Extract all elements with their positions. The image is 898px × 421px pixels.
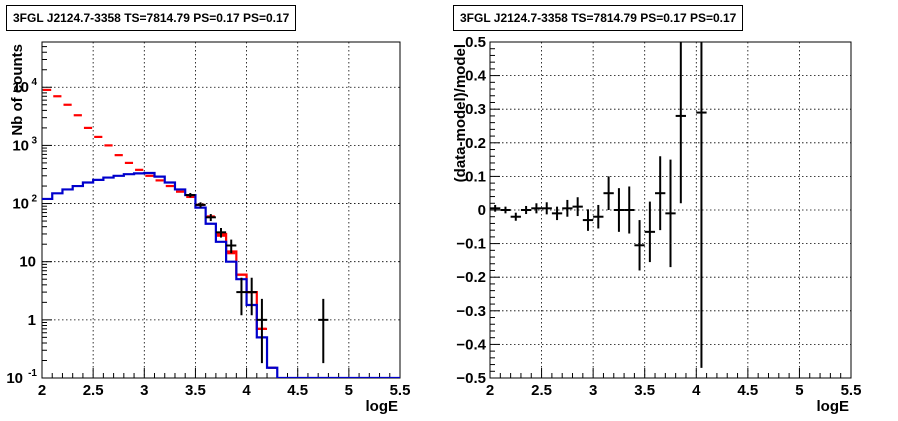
left-y-tick-exponent: -1 <box>28 368 37 379</box>
left-plot-frame <box>41 41 401 379</box>
right-y-tick-label: 0.1 <box>465 168 486 185</box>
right-x-tick-label: 3.5 <box>634 382 655 399</box>
left-y-tick-exponent: 4 <box>31 77 37 88</box>
right-y-tick-label: 0.4 <box>465 68 487 85</box>
left-x-tick-label: 4 <box>242 382 251 399</box>
right-y-tick-label: 0.3 <box>465 101 486 118</box>
right-x-tick-label: 5.5 <box>841 382 862 399</box>
right-x-tick-label: 4.5 <box>737 382 758 399</box>
left-y-tick-label: 10 <box>12 79 29 96</box>
right-y-tick-label: −0.5 <box>456 370 486 387</box>
right-x-tick-label: 2.5 <box>531 382 552 399</box>
right-x-tick-label: 2 <box>486 382 494 399</box>
left-x-axis-label: logE <box>366 398 399 415</box>
right-y-tick-label: −0.4 <box>456 336 486 353</box>
left-y-tick-label: 10 <box>12 196 29 213</box>
left-x-tick-label: 3.5 <box>185 382 206 399</box>
right-y-axis-label: (data-model)/model <box>452 44 469 182</box>
left-series-group <box>42 88 400 378</box>
right-y-tick-label: 0 <box>478 202 486 219</box>
left-y-tick-exponent: 2 <box>31 194 37 205</box>
left-step-line-2 <box>42 171 400 378</box>
right-y-tick-label: −0.2 <box>456 269 486 286</box>
left-y-tick-label: 10 <box>19 254 36 271</box>
right-series-group <box>490 42 707 368</box>
right-y-tick-label: 0.2 <box>465 135 486 152</box>
left-y-tick-exponent: 3 <box>31 135 37 146</box>
left-x-tick-label: 5.5 <box>390 382 411 399</box>
right-plot-title: 3FGL J2124.7-3358 TS=7814.79 PS=0.17 PS=… <box>453 5 744 31</box>
right-x-axis-label: logE <box>817 398 850 415</box>
right-x-tick-label: 5 <box>795 382 803 399</box>
right-x-tick-label: 4 <box>692 382 701 399</box>
right-y-tick-label: −0.3 <box>456 303 486 320</box>
left-x-tick-label: 3 <box>140 382 148 399</box>
right-x-tick-label: 3 <box>589 382 597 399</box>
left-y-tick-label: 1 <box>28 312 36 329</box>
left-x-tick-label: 5 <box>345 382 353 399</box>
left-y-tick-label: 10 <box>6 370 23 387</box>
left-y-axis-label: Nb of counts <box>9 44 26 136</box>
right-y-tick-label: −0.1 <box>456 236 486 253</box>
right-y-tick-label: 0.5 <box>465 34 486 51</box>
left-x-tick-label: 2 <box>38 382 46 399</box>
left-x-tick-label: 4.5 <box>287 382 308 399</box>
left-y-tick-label: 10 <box>12 137 29 154</box>
left-plot-title: 3FGL J2124.7-3358 TS=7814.79 PS=0.17 PS=… <box>6 5 297 31</box>
left-x-tick-label: 2.5 <box>83 382 104 399</box>
